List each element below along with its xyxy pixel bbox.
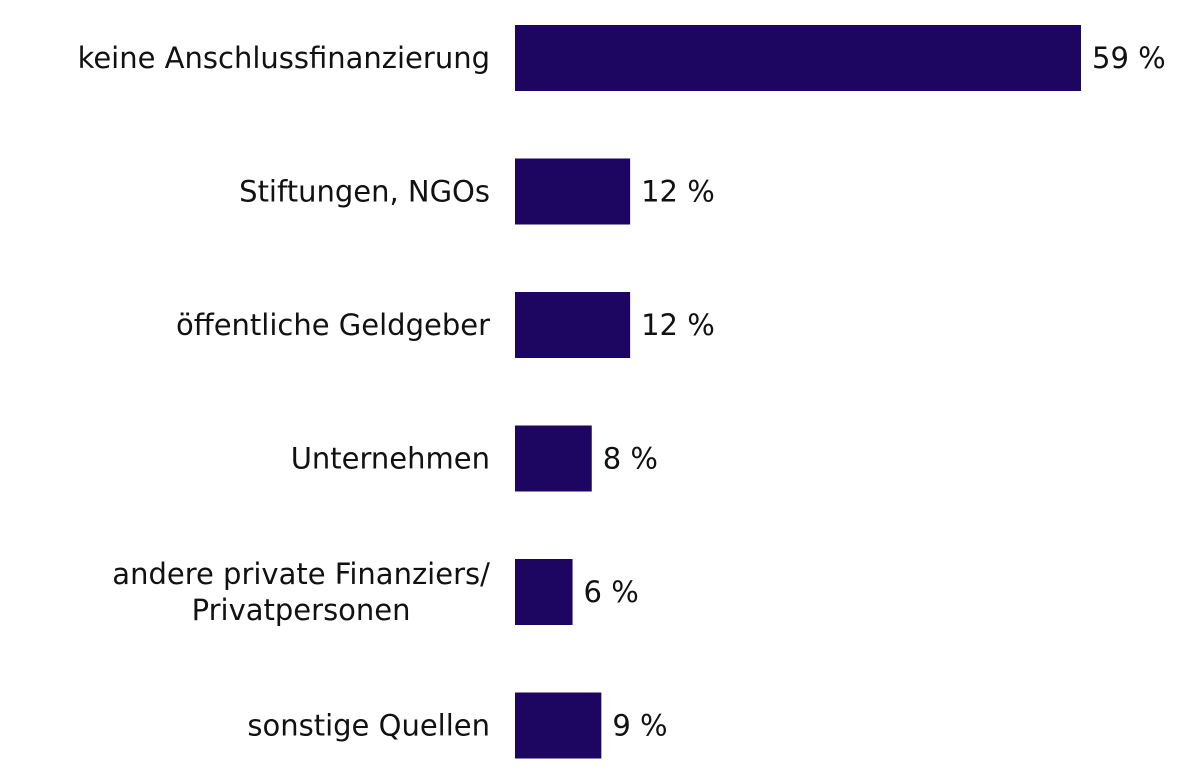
value-label-0: 59 % [1092, 41, 1166, 75]
value-label-1: 12 % [641, 175, 715, 209]
value-label-4: 6 % [584, 575, 639, 609]
bar-5 [515, 692, 602, 759]
value-label-5: 9 % [612, 709, 667, 743]
bar-4 [515, 559, 573, 625]
category-label-line: öffentliche Geldgeber [176, 308, 490, 342]
category-label-line: sonstige Quellen [247, 709, 490, 743]
category-label-line: Privatpersonen [192, 593, 411, 627]
bar-1 [515, 158, 631, 225]
category-label-line: Unternehmen [291, 442, 490, 476]
category-label-2: öffentliche Geldgeber [176, 308, 490, 342]
bar-2 [515, 292, 631, 358]
value-label-2: 12 % [641, 308, 715, 342]
category-label-0: keine Anschlussfinanzierung [78, 41, 490, 75]
category-label-line: keine Anschlussfinanzierung [78, 41, 490, 75]
category-label-line: Stiftungen, NGOs [239, 175, 490, 209]
category-label-1: Stiftungen, NGOs [239, 175, 490, 209]
category-label-line: andere private Finanziers/ [112, 557, 490, 591]
value-label-3: 8 % [603, 442, 658, 476]
category-label-4: andere private Finanziers/Privatpersonen [112, 557, 490, 627]
bar-0 [515, 25, 1081, 91]
bar-3 [515, 425, 592, 492]
category-label-5: sonstige Quellen [247, 709, 490, 743]
category-label-3: Unternehmen [291, 442, 490, 476]
